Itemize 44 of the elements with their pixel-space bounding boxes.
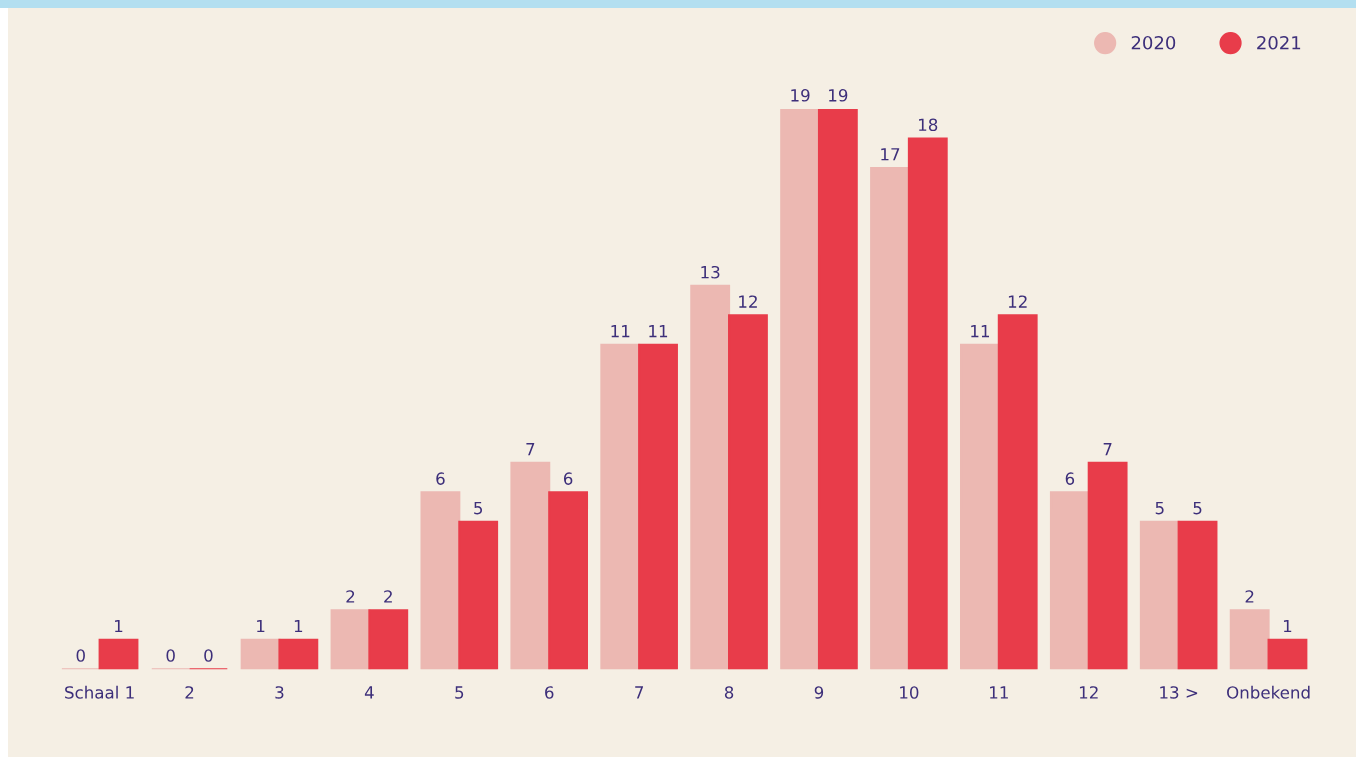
data-label: 11: [971, 325, 989, 338]
x-tick-label: 3: [275, 686, 284, 699]
x-tick-label: 6: [545, 686, 554, 699]
data-label: 1: [257, 619, 265, 633]
data-label: 19: [829, 89, 848, 102]
data-label: 19: [791, 89, 810, 102]
data-label: 18: [919, 118, 938, 132]
legend-label: 2021: [1257, 35, 1301, 50]
x-tick-label: 8: [724, 686, 734, 699]
data-label: 1: [294, 619, 303, 633]
data-label: 5: [1193, 501, 1202, 515]
data-label: 0: [76, 649, 85, 662]
data-label: 6: [563, 472, 573, 485]
data-label: 5: [1155, 501, 1164, 515]
x-tick-label: 4: [364, 686, 374, 699]
data-label: 13: [701, 265, 720, 279]
data-label: 11: [611, 325, 630, 338]
x-tick-label: 2: [185, 686, 194, 699]
x-tick-label: 11: [990, 686, 1008, 699]
data-label: 2: [384, 590, 392, 603]
data-label: 12: [1008, 295, 1027, 308]
data-label: 0: [204, 649, 213, 662]
x-tick-label: 9: [814, 686, 824, 699]
data-label: 1: [115, 619, 123, 633]
x-tick-label: Onbekend: [1227, 685, 1310, 699]
data-label: 1: [1283, 619, 1292, 633]
x-tick-label: 7: [635, 686, 644, 699]
data-label: 5: [474, 501, 483, 515]
x-tick-label: 13 >: [1160, 686, 1198, 699]
data-label: 11: [649, 325, 668, 338]
data-label: 2: [346, 590, 355, 603]
x-tick-label: 12: [1079, 686, 1098, 699]
x-tick-label: 10: [900, 686, 919, 699]
data-label: 2: [1245, 590, 1254, 603]
data-label: 6: [1065, 472, 1075, 485]
data-label: 17: [881, 148, 900, 161]
data-label: 7: [526, 443, 535, 456]
data-label: 6: [436, 472, 445, 485]
data-label: 12: [739, 295, 757, 308]
x-tick-label: Schaal 1: [65, 685, 134, 699]
data-label: 0: [166, 649, 175, 662]
legend-label: 2020: [1131, 35, 1176, 50]
data-label: 7: [1103, 443, 1112, 456]
x-tick-label: 5: [455, 686, 464, 699]
